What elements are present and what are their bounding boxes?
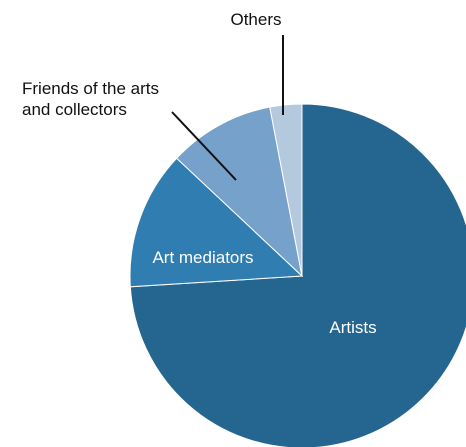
leader-line-friends: [171, 111, 237, 181]
pie-slice-others: [269, 103, 303, 277]
pie-slice-art-mediators: [129, 157, 304, 288]
slice-labels: Artists Art mediators Friends of the art…: [22, 10, 377, 337]
pie-slice-artists: [129, 103, 466, 447]
pie-slices: [129, 103, 466, 447]
slice-label-artists: Artists: [329, 318, 376, 337]
slice-label-friends-line-1: Friends of the arts: [22, 79, 159, 98]
slice-label-art-mediators: Art mediators: [152, 248, 253, 267]
slice-label-friends-line-2: and collectors: [22, 100, 127, 119]
slice-label-others: Others: [230, 10, 281, 29]
leader-lines: [171, 35, 284, 181]
